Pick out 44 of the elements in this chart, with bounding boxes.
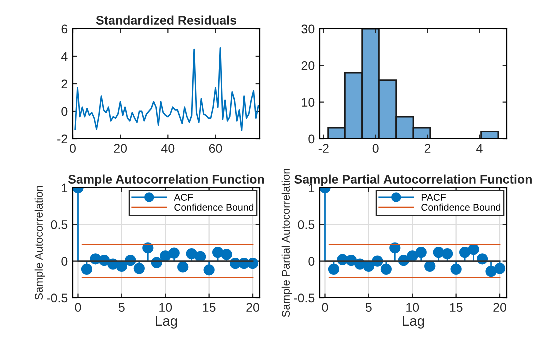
x-tick-label: 4 bbox=[476, 144, 483, 153]
y-tick-label: 1 bbox=[62, 184, 68, 193]
legend-label: Confidence Bound bbox=[174, 204, 254, 212]
x-tick-label: 20 bbox=[246, 303, 260, 312]
legend-label: Confidence Bound bbox=[422, 204, 501, 212]
y-tick-label: 0.5 bbox=[51, 220, 68, 230]
x-tick-label: 15 bbox=[450, 303, 463, 312]
y-tick-label: 30 bbox=[302, 24, 315, 34]
y-tick-label: -0.5 bbox=[47, 294, 68, 303]
x-tick-label: 0 bbox=[372, 144, 379, 154]
x-tick-label: 2 bbox=[424, 144, 431, 153]
x-axis-title: Lag bbox=[403, 316, 424, 329]
y-tick-label: 4 bbox=[61, 52, 68, 62]
x-tick-label: 40 bbox=[162, 144, 175, 154]
x-axis-title: Lag bbox=[156, 316, 178, 329]
x-tick-label: 60 bbox=[209, 144, 222, 154]
x-tick-label: 15 bbox=[203, 303, 216, 312]
y-tick-label: 20 bbox=[302, 61, 315, 70]
x-tick-label: 0 bbox=[322, 303, 328, 312]
legend-label: ACF bbox=[174, 194, 194, 201]
y-tick-label: 0 bbox=[308, 257, 315, 266]
y-tick-label: 2 bbox=[62, 80, 68, 89]
chart-title: Standardized Residuals bbox=[96, 16, 236, 25]
y-tick-label: -2 bbox=[58, 134, 68, 144]
y-axis-title: Sample Autocorrelation bbox=[34, 186, 46, 300]
x-tick-label: 10 bbox=[406, 303, 420, 312]
y-tick-label: 0 bbox=[62, 257, 68, 266]
y-tick-label: 0.5 bbox=[298, 220, 315, 230]
x-tick-label: -2 bbox=[318, 144, 329, 153]
x-tick-label: 0 bbox=[75, 303, 82, 312]
x-tick-label: 5 bbox=[118, 303, 125, 312]
y-tick-label: 0 bbox=[62, 107, 68, 116]
y-tick-label: 6 bbox=[62, 24, 68, 34]
x-tick-label: 20 bbox=[494, 303, 506, 312]
x-tick-label: 5 bbox=[366, 303, 372, 312]
x-tick-label: 10 bbox=[160, 303, 172, 312]
y-axis-title: Sample Partial Autocorrelation bbox=[282, 168, 292, 318]
chart-title: Sample Autocorrelation Function bbox=[68, 174, 264, 186]
x-tick-label: 0 bbox=[70, 144, 76, 154]
y-tick-label: 0 bbox=[308, 134, 315, 144]
x-tick-label: 20 bbox=[114, 144, 128, 154]
legend-label: PACF bbox=[422, 194, 446, 201]
y-tick-label: -0.5 bbox=[294, 294, 315, 303]
y-tick-label: 10 bbox=[302, 98, 315, 107]
